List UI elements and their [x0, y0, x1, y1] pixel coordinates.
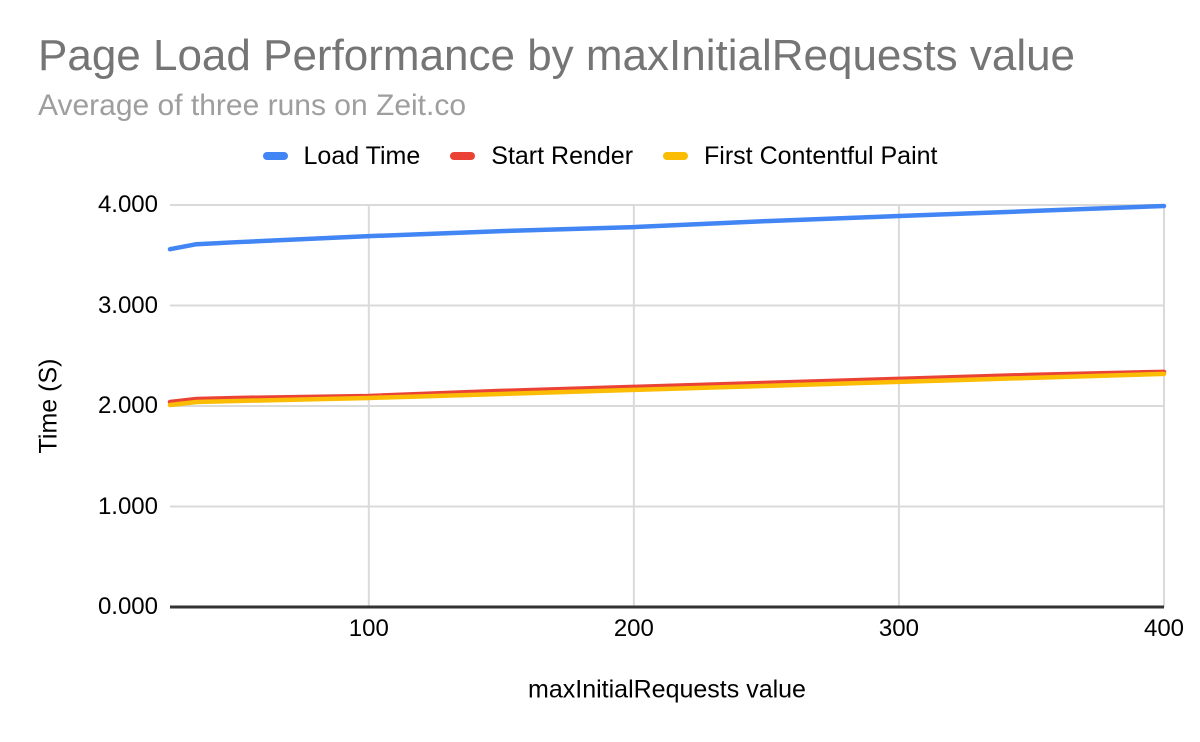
chart-subtitle: Average of three runs on Zeit.co — [38, 89, 467, 122]
legend-swatch-load-time-icon — [262, 152, 288, 160]
x-axis-tick-label: 300 — [878, 615, 919, 642]
y-axis-tick-label: 2.000 — [97, 392, 158, 419]
series-line-first-contentful-paint — [167, 371, 1167, 408]
x-axis-tick-label: 200 — [613, 615, 654, 642]
y-axis-tick-label: 4.000 — [97, 191, 158, 218]
legend-label-load-time: Load Time — [303, 141, 421, 170]
series-line-load-time — [167, 203, 1167, 252]
x-axis-title: maxInitialRequests value — [528, 675, 806, 704]
x-axis-tick-label: 100 — [348, 615, 389, 642]
legend-label-start-render: Start Render — [491, 141, 634, 170]
legend-label-first-contentful-paint: First Contentful Paint — [704, 141, 938, 170]
y-axis-title: Time (S) — [34, 358, 63, 454]
chart-title: Page Load Performance by maxInitialReque… — [38, 31, 1076, 80]
series-line-start-render — [167, 369, 1167, 405]
chart-legend: Load Time Start Render First Contentful … — [0, 142, 1200, 170]
x-axis-tick-label: 400 — [1143, 615, 1185, 642]
legend-swatch-start-render-icon — [450, 152, 476, 160]
legend-item-load-time: Load Time — [262, 141, 421, 171]
legend-item-start-render: Start Render — [450, 142, 633, 171]
y-axis-tick-label: 1.000 — [97, 492, 158, 520]
y-axis-tick-label: 0.000 — [97, 593, 158, 620]
y-axis-tick-label: 3.000 — [97, 291, 158, 319]
legend-item-first-contentful-paint: First Contentful Paint — [663, 142, 937, 171]
legend-swatch-first-contentful-paint-icon — [663, 152, 689, 160]
